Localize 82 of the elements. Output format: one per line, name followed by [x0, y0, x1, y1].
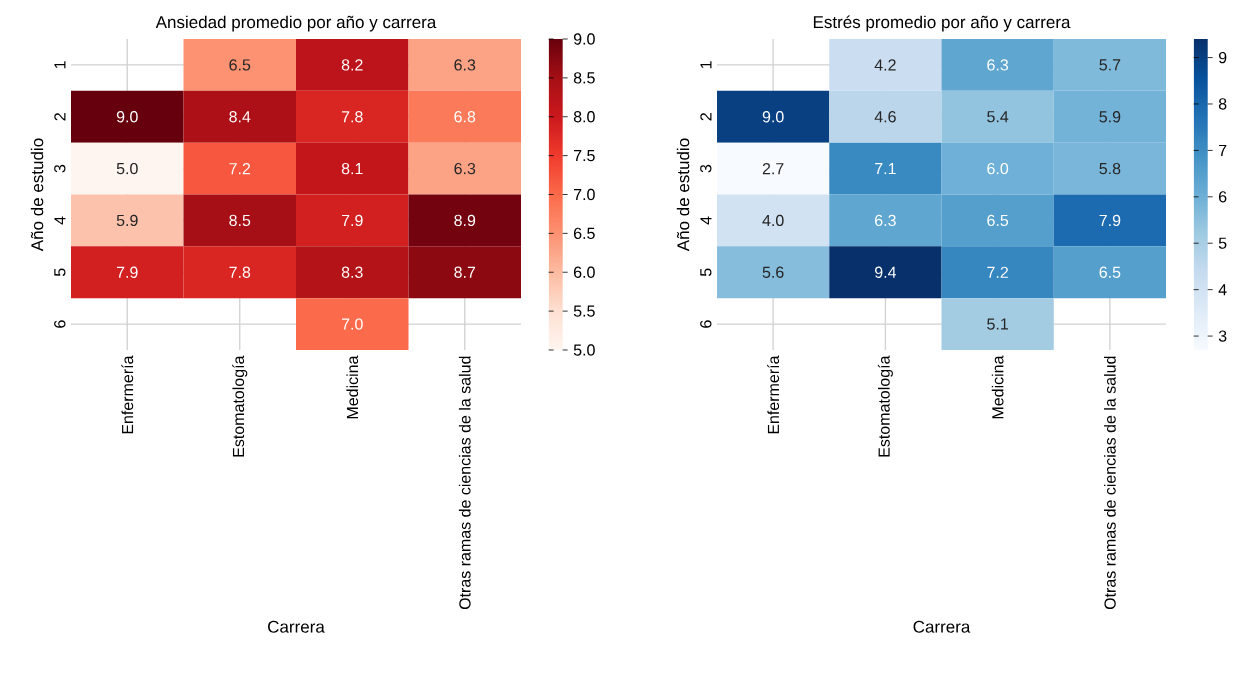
- color-bar-label: 5.0: [573, 344, 595, 356]
- x-tick-label: Medicina: [346, 355, 359, 419]
- color-bar-label: 8.5: [573, 72, 595, 84]
- data-label: 7.0: [341, 318, 363, 330]
- y-tick-label: 2: [54, 113, 66, 121]
- x-tick-label: Medicina: [991, 355, 1004, 419]
- data-label: 6.5: [1099, 266, 1121, 278]
- data-label: 8.2: [341, 59, 363, 71]
- color-bar-label: 8: [1218, 98, 1227, 110]
- x-tick-label: Otras ramas de ciencias de la salud: [1104, 356, 1116, 610]
- color-bar-label: 6.5: [574, 227, 595, 240]
- data-label: 4.0: [762, 214, 784, 227]
- color-bar-label: 8.0: [573, 111, 595, 123]
- color-bar-label: 7.0: [574, 188, 595, 201]
- x-tick-label: Enfermería: [767, 355, 780, 434]
- x-tick-label: Estomatología: [877, 355, 893, 457]
- data-label: 5.9: [116, 214, 138, 227]
- color-bar-label: 4: [1218, 284, 1227, 296]
- y-tick-label: 5: [54, 268, 66, 277]
- data-label: 5.4: [987, 111, 1009, 123]
- data-label: 5.0: [116, 162, 138, 175]
- y-axis-title: Año de estudio: [30, 138, 44, 252]
- data-label: 8.1: [341, 162, 363, 175]
- data-label: 5.1: [987, 318, 1008, 330]
- data-label: 4.2: [874, 59, 896, 71]
- data-label: 9.4: [875, 266, 897, 278]
- data-label: 6.3: [875, 214, 896, 227]
- chart-title: Ansiedad promedio por año y carrera: [155, 15, 437, 32]
- data-label: 8.5: [229, 214, 251, 227]
- y-tick-label: 3: [700, 164, 712, 173]
- data-label: 5.8: [1099, 162, 1121, 175]
- data-label: 6.3: [454, 59, 476, 71]
- data-label: 8.9: [454, 214, 476, 227]
- data-label: 6.0: [987, 162, 1009, 175]
- y-tick-label: 6: [54, 320, 66, 328]
- data-label: 6.3: [454, 162, 476, 175]
- x-axis-title: Carrera: [268, 620, 325, 633]
- data-label: 8.4: [229, 111, 251, 123]
- data-label: 9.0: [116, 111, 138, 123]
- color-bar-label: 9: [1218, 51, 1227, 64]
- y-tick-label: 4: [54, 216, 66, 225]
- data-label: 7.2: [987, 266, 1008, 278]
- data-label: 2.7: [762, 163, 784, 175]
- y-tick-label: 1: [700, 61, 712, 69]
- data-label: 4.6: [874, 111, 896, 123]
- x-axis-title: Carrera: [913, 620, 971, 633]
- x-tick-label: Enfermería: [121, 355, 134, 434]
- y-tick-label: 6: [700, 320, 712, 328]
- color-bar-label: 9.0: [573, 33, 595, 45]
- data-label: 7.2: [229, 163, 251, 175]
- color-bar-label: 5: [1218, 237, 1227, 249]
- color-bar-label: 7.5: [574, 150, 595, 162]
- data-label: 7.9: [341, 214, 363, 227]
- y-tick-label: 4: [700, 216, 712, 225]
- data-label: 9.0: [762, 111, 784, 123]
- data-label: 5.6: [762, 266, 784, 278]
- data-label: 5.9: [1099, 111, 1121, 123]
- y-axis-title: Año de estudio: [676, 138, 690, 252]
- y-tick-label: 5: [700, 268, 712, 277]
- color-bar-label: 6: [1219, 191, 1227, 203]
- data-label: 5.7: [1099, 59, 1121, 71]
- color-bar-label: 3: [1218, 330, 1227, 342]
- data-label: 8.3: [341, 266, 363, 278]
- data-label: 6.8: [454, 111, 476, 123]
- color-bar-label: 6.0: [574, 266, 595, 278]
- data-label: 6.5: [229, 59, 251, 71]
- data-label: 7.1: [875, 163, 896, 175]
- color-bar-label: 5.5: [573, 305, 595, 317]
- y-tick-label: 1: [54, 61, 66, 69]
- data-label: 7.8: [341, 111, 363, 123]
- x-tick-label: Otras ramas de ciencias de la salud: [458, 356, 471, 610]
- data-label: 6.3: [987, 59, 1009, 71]
- x-tick-label: Estomatología: [232, 355, 248, 457]
- chart-title: Estrés promedio por año y carrera: [813, 15, 1071, 32]
- color-bar-label: 7: [1219, 144, 1227, 156]
- data-label: 7.8: [229, 266, 251, 278]
- data-label: 7.9: [116, 266, 138, 278]
- data-label: 8.7: [454, 266, 476, 278]
- data-label: 7.9: [1099, 214, 1121, 227]
- y-tick-label: 3: [54, 164, 66, 173]
- y-tick-label: 2: [700, 113, 712, 121]
- data-label: 6.5: [987, 214, 1009, 227]
